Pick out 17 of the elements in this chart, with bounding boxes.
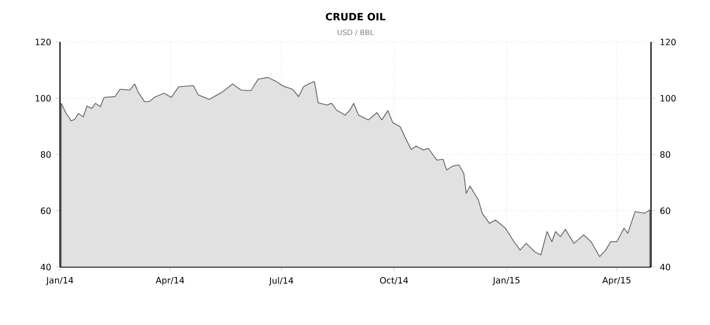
x-tick-label: Oct/14 — [380, 277, 408, 284]
chart-title: CRUDE OIL — [326, 12, 386, 20]
x-tick-label: Jul/14 — [268, 277, 294, 286]
y2-tick-label: 100 — [660, 94, 676, 102]
y-tick-label: 120 — [36, 38, 51, 46]
y2-tick-label: 40 — [660, 264, 670, 270]
x-tick-label: Apr/15 — [602, 277, 630, 286]
y-tick-label: 80 — [40, 151, 51, 158]
x-tick-label: Jan/15 — [492, 277, 520, 286]
y2-tick-label: 80 — [660, 151, 670, 158]
y-tick-label: 100 — [36, 94, 51, 102]
y2-tick-label: 60 — [660, 207, 670, 214]
y2-tick-label: 120 — [660, 38, 676, 46]
y-tick-label: 60 — [40, 207, 51, 214]
y-tick-label: 40 — [40, 264, 51, 270]
x-tick-label: Apr/14 — [156, 277, 184, 286]
x-tick-label: Jan/14 — [46, 277, 74, 286]
